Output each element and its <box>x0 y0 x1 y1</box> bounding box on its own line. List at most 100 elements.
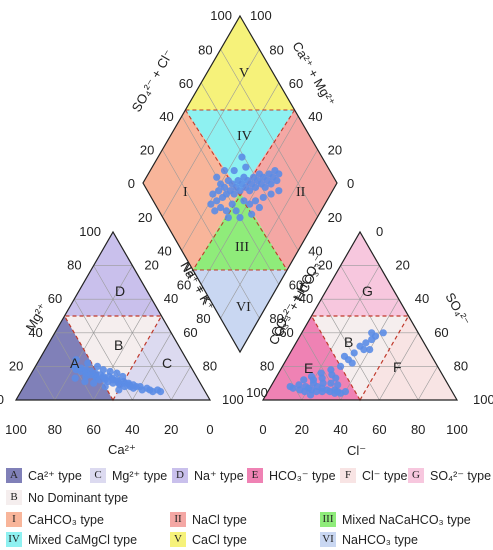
diamond-tick-lower-left: 40 <box>157 244 171 259</box>
anion-tick-right: 40 <box>415 291 429 306</box>
data-point <box>113 369 121 377</box>
legend-swatch: F <box>340 468 356 483</box>
data-point <box>348 359 356 367</box>
data-point <box>236 187 244 195</box>
cation-tick-right: 60 <box>183 325 197 340</box>
legend-label: HCO₃⁻ type <box>269 469 336 483</box>
cation-tick-bottom: 0 <box>206 422 213 437</box>
data-point <box>106 367 114 376</box>
grid-line <box>200 82 299 251</box>
zone-label-b-anion: B <box>344 334 353 350</box>
legend-label: SO₄²⁻ type <box>430 469 492 483</box>
zone-label-c: C <box>162 355 172 371</box>
data-point <box>71 374 79 382</box>
data-point <box>238 153 246 161</box>
cation-tick-bottom: 60 <box>86 422 100 437</box>
diamond-upper-left-label: SO₄²⁻ + Cl⁻ <box>129 47 177 114</box>
data-point <box>207 200 215 208</box>
data-point <box>366 346 374 354</box>
data-point <box>332 374 340 382</box>
anion-tick-bottom: 100 <box>446 422 468 437</box>
data-point <box>340 352 349 360</box>
diamond-tick-upper-right: 20 <box>328 143 342 158</box>
zone-label-iii: III <box>235 240 249 255</box>
zone-vi <box>192 270 288 352</box>
piper-diagram: A B C D 100 80 60 40 20 002040608010020406080… <box>0 8 493 458</box>
diamond-tick-lower-left: 80 <box>196 311 210 326</box>
zone-ii <box>240 110 337 270</box>
data-point <box>289 384 297 392</box>
data-point <box>300 376 308 384</box>
zone-label-b: B <box>114 337 123 353</box>
anion-tick-bottom: 60 <box>372 422 386 437</box>
data-point <box>309 379 318 387</box>
data-point <box>259 193 267 202</box>
zone-c <box>113 316 210 400</box>
data-point <box>101 382 109 391</box>
data-point <box>217 203 225 212</box>
data-point <box>222 207 231 215</box>
cation-tick-right: 80 <box>203 358 217 373</box>
data-point <box>242 163 250 171</box>
data-point <box>246 200 254 208</box>
data-point <box>213 173 221 181</box>
anion-tick-right: 100 <box>473 392 493 407</box>
data-point <box>267 180 275 188</box>
data-point <box>319 379 327 387</box>
anion-triangle: E B F G 0 20 40 60 80 10002040608010080604020… <box>246 224 493 458</box>
diamond-tick-lower-left: 60 <box>177 277 191 292</box>
anion-tick-left: 60 <box>279 325 293 340</box>
legend-label: CaCl type <box>192 532 247 547</box>
grid-line <box>200 116 299 285</box>
diamond-tick-lower-left: 20 <box>138 210 152 225</box>
zone-d <box>64 232 162 316</box>
data-point <box>334 381 342 389</box>
diamond-tick-upper-left: 80 <box>198 42 212 57</box>
data-point <box>90 379 98 387</box>
data-point <box>215 187 223 195</box>
zone-label-g: G <box>362 283 373 299</box>
grid-line <box>282 366 303 401</box>
diamond-tick-upper-left: 40 <box>159 109 173 124</box>
legend-swatch: B <box>6 490 22 505</box>
data-point <box>362 339 370 347</box>
diamond-upper-right-label: Ca²⁺ + Mg²⁺ <box>289 39 338 109</box>
cation-tick-bottom: 20 <box>164 422 178 437</box>
cation-tick-left: 0 <box>0 392 4 407</box>
zone-f <box>360 316 457 400</box>
legend-item-d: D Na⁺ type <box>172 468 244 483</box>
data-point <box>232 207 240 215</box>
data-point <box>81 377 89 386</box>
legend-swatch: A <box>6 468 22 483</box>
anion-tick-left: 80 <box>260 358 274 373</box>
legend-label: Mg²⁺ type <box>112 469 168 483</box>
legend-swatch: II <box>170 512 186 527</box>
legend-item-b: B No Dominant type <box>6 490 128 505</box>
legend-swatch: IV <box>6 532 22 547</box>
cation-tick-right: 40 <box>164 291 178 306</box>
legend: A Ca²⁺ type C Mg²⁺ type D Na⁺ type E HCO₃⁻ type… <box>0 462 493 550</box>
grid-line <box>181 116 280 285</box>
data-point <box>273 177 281 185</box>
zone-a <box>16 316 113 400</box>
data-point <box>224 214 232 222</box>
grid-line <box>220 149 318 319</box>
legend-swatch: VI <box>320 532 336 547</box>
zone-label-a: A <box>70 355 80 371</box>
data-point <box>251 197 260 205</box>
anion-tick-left-low: 100 <box>246 385 268 400</box>
data-point <box>230 166 238 175</box>
grid-line <box>162 49 260 217</box>
zone-label-v: V <box>239 66 249 81</box>
diamond-tick-upper-right: 60 <box>289 76 303 91</box>
anion-tick-right: 60 <box>434 325 448 340</box>
grid-line <box>220 49 318 217</box>
data-point <box>275 170 283 178</box>
cation-outline <box>14 230 212 401</box>
legend-item-vi: VI NaHCO₃ type <box>320 532 418 547</box>
diamond-tick-upper-left: 60 <box>179 76 193 91</box>
cation-tick-left: 40 <box>28 325 42 340</box>
legend-item-f: F Cl⁻ type <box>340 468 408 483</box>
zone-label-f: F <box>393 359 402 375</box>
legend-swatch: D <box>172 468 188 483</box>
